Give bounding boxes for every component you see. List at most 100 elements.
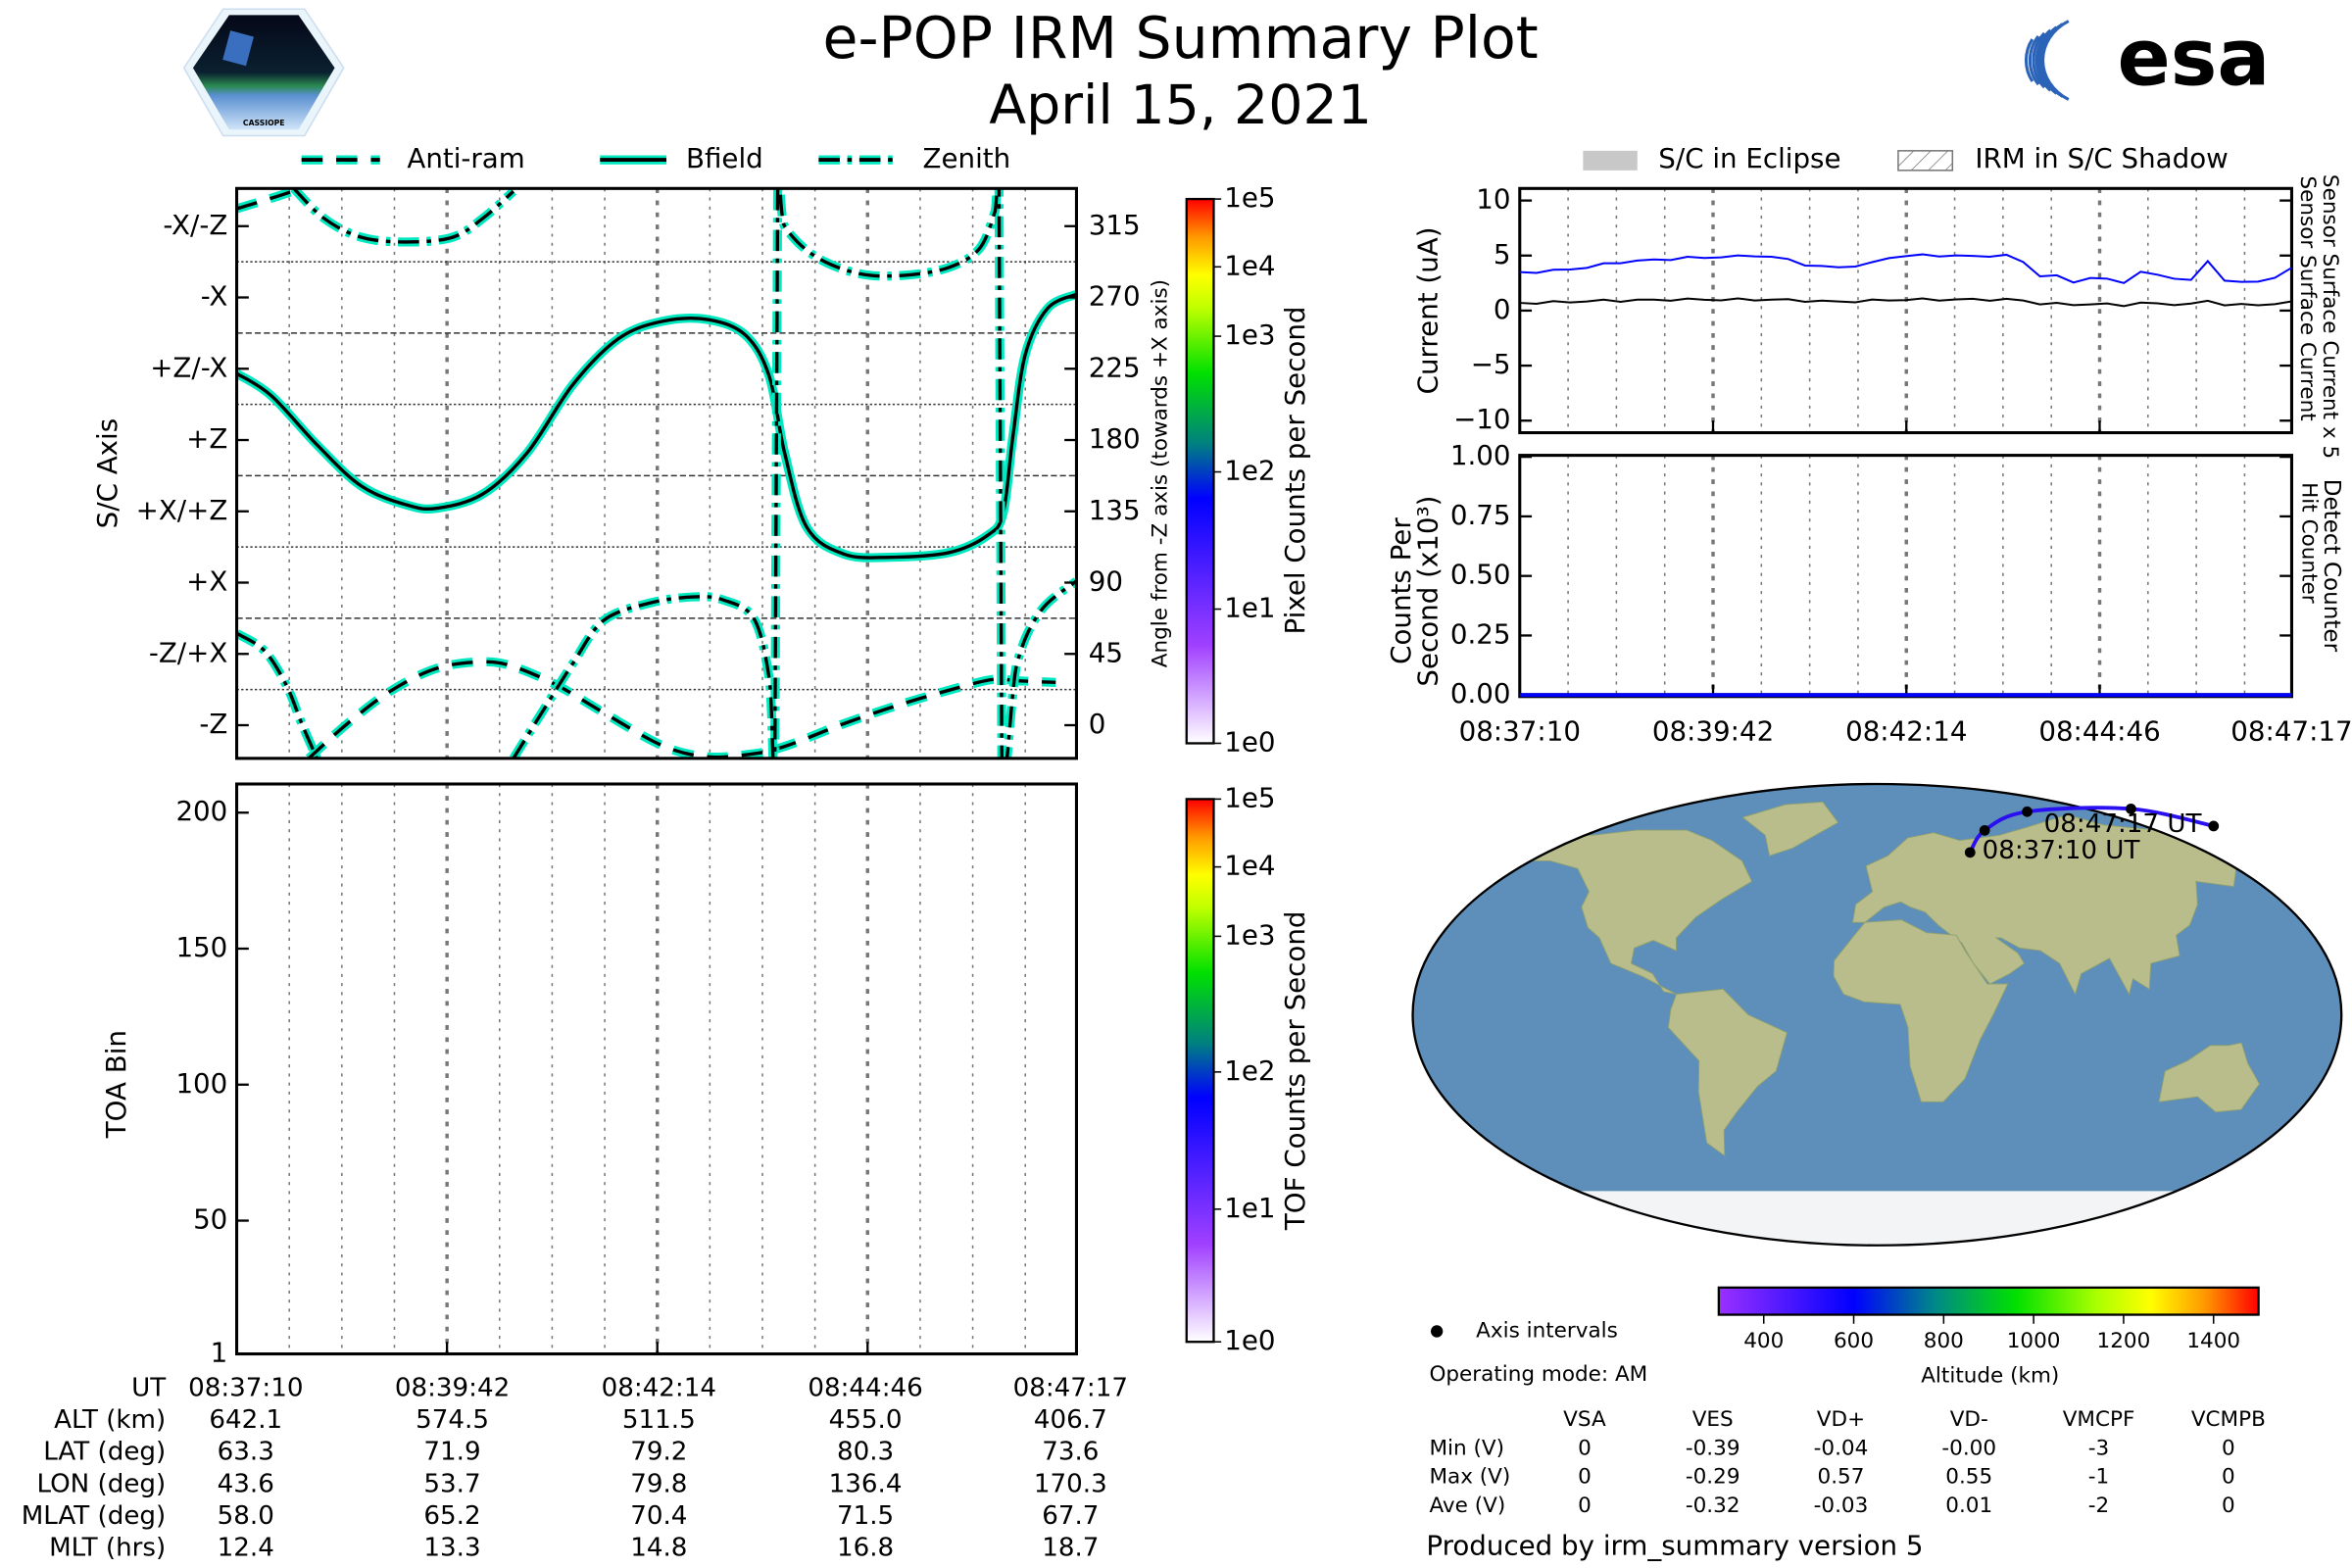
orbit-info-table: UT 08:37:10 08:39:42 08:42:14 08:44:46 08:47:… — [22, 1373, 1128, 1562]
table-cell: 0.55 — [1945, 1465, 1992, 1490]
y2-tick-label: 225 — [1089, 351, 1141, 383]
right-label-blue: Detect Counter — [2319, 479, 2344, 653]
colorbar-tick-label: 1200 — [2097, 1329, 2151, 1353]
logo-text: CASSIOPE — [243, 119, 285, 127]
axis-interval-marker — [2022, 806, 2033, 817]
series-anti-ram — [236, 188, 303, 211]
colorbar-tick-label: 600 — [1834, 1329, 1874, 1353]
table-cell: 08:47:17 — [1013, 1373, 1128, 1402]
row-label: MLAT (deg) — [22, 1501, 167, 1531]
y2-tick-label: 135 — [1089, 494, 1141, 526]
table-cell: 43.6 — [218, 1469, 274, 1498]
table-cell: 0 — [1578, 1436, 1592, 1460]
map-border — [1411, 782, 2343, 1247]
table-cell: 0 — [2222, 1494, 2235, 1518]
page-date: April 15, 2021 — [989, 74, 1372, 137]
column-header: VCMPB — [2191, 1407, 2266, 1432]
y-tick-label: +Z — [186, 422, 227, 455]
table-cell: 406.7 — [1034, 1405, 1107, 1435]
table-row: UT 08:37:10 08:39:42 08:42:14 08:44:46 08:47:… — [131, 1373, 1128, 1402]
axis-interval-marker — [1964, 847, 1976, 858]
table-cell: 71.5 — [837, 1501, 894, 1531]
colorbar-tick-label: 1e4 — [1224, 850, 1275, 882]
y-tick-label: 5 — [1494, 238, 1511, 270]
column-header: VD- — [1950, 1407, 1988, 1432]
table-cell: -0.03 — [1814, 1494, 1869, 1518]
table-cell: 08:39:42 — [395, 1373, 510, 1402]
table-cell: 0.01 — [1945, 1494, 1992, 1518]
y-axis-label: S/C Axis — [91, 418, 123, 528]
table-row: LAT (deg) 63.3 71.9 79.2 80.3 73.6 — [43, 1438, 1099, 1467]
x-tick-label: 08:39:42 — [1652, 715, 1774, 748]
footer-text: Produced by irm_summary version 5 — [1426, 1529, 1923, 1561]
colorbar-tick-label: 400 — [1743, 1329, 1784, 1353]
series-anti-ram — [307, 660, 1056, 759]
y-tick-label: -Z/+X — [149, 636, 227, 668]
y-tick-label: 50 — [193, 1203, 227, 1236]
table-cell: 79.2 — [630, 1438, 687, 1467]
table-cell: -2 — [2088, 1494, 2109, 1518]
legend-label: Zenith — [923, 142, 1011, 174]
colorbar-gradient — [1717, 1286, 2260, 1316]
legend-label-shadow: IRM in S/C Shadow — [1975, 142, 2228, 174]
y-tick-label: 0 — [1494, 293, 1511, 325]
y2-tick-label: 0 — [1089, 708, 1106, 740]
continent-south-america — [1667, 988, 1788, 1157]
series-zenith-outline — [290, 188, 516, 247]
table-row: LON (deg) 43.6 53.7 79.8 136.4 170.3 — [36, 1469, 1106, 1498]
colorbar-tof: 1e5 1e4 1e3 1e2 1e1 1e0 TOF Counts per Second — [1185, 781, 1311, 1356]
table-cell: 170.3 — [1034, 1469, 1107, 1498]
esa-swoosh-icon — [2028, 34, 2040, 86]
table-cell: 08:42:14 — [602, 1373, 716, 1402]
y-tick-label: 100 — [175, 1067, 227, 1100]
column-header: VES — [1692, 1407, 1734, 1432]
series-zenith-outline — [236, 629, 321, 759]
colorbar-tick-label: 1e0 — [1224, 725, 1275, 758]
table-cell: 53.7 — [423, 1469, 480, 1498]
table-row: MLT (hrs) 12.4 13.3 14.8 16.8 18.7 — [49, 1534, 1099, 1563]
table-row: Min (V) 0 -0.39 -0.04 -0.00 -3 0 — [1429, 1436, 2234, 1460]
operating-mode: Operating mode: AM — [1429, 1362, 1647, 1387]
y-tick-label: +X/+Z — [136, 494, 228, 526]
y-tick-label: −5 — [1471, 348, 1511, 380]
row-label: LAT (deg) — [43, 1438, 166, 1467]
continent-north-america — [1516, 829, 1753, 995]
colorbar-tick-label: 1e5 — [1224, 181, 1275, 214]
series-zenith — [512, 188, 1077, 759]
ground-track-line — [1968, 806, 2215, 854]
colorbar-tick-label: 800 — [1924, 1329, 1964, 1353]
y-tick-label: −10 — [1453, 403, 1510, 435]
y-axis-label: Current (uA) — [1411, 226, 1444, 394]
table-row: MLAT (deg) 58.0 65.2 70.4 71.5 67.7 — [22, 1501, 1100, 1531]
y-tick-label: 0.75 — [1450, 499, 1511, 531]
y-tick-label: -X/-Z — [163, 209, 227, 241]
row-label: Min (V) — [1429, 1436, 1504, 1460]
y2-axis-label: Angle from -Z axis (towards +X axis) — [1149, 279, 1173, 667]
colorbar-tick-label: 1400 — [2186, 1329, 2240, 1353]
y-tick-label: +Z/-X — [150, 351, 227, 383]
legend-item-zenith: Zenith — [818, 142, 1010, 174]
colorbar-tick-label: 1e3 — [1224, 918, 1275, 951]
table-cell: 455.0 — [829, 1405, 903, 1435]
colorbar-tick-label: 1000 — [2007, 1329, 2061, 1353]
y-tick-label: 200 — [175, 795, 227, 827]
table-cell: 08:44:46 — [808, 1373, 922, 1402]
colorbar-tick-label: 1e2 — [1224, 455, 1275, 487]
column-header: VMCPF — [2063, 1407, 2135, 1432]
x-tick-label: 08:37:10 — [1459, 715, 1581, 748]
table-row: Ave (V) 0 -0.32 -0.03 0.01 -2 0 — [1429, 1494, 2234, 1518]
esa-swoosh-icon — [2024, 38, 2034, 82]
table-cell: 136.4 — [829, 1469, 903, 1498]
y2-tick-label: 315 — [1089, 209, 1141, 241]
series-sensor-surface-current-x5 — [1519, 253, 2292, 284]
esa-logo-text: esa — [2118, 13, 2271, 104]
y-tick-label: 0.50 — [1450, 559, 1511, 591]
row-label: UT — [131, 1373, 167, 1402]
axis-intervals-legend-marker — [1431, 1325, 1444, 1338]
x-tick-label: 08:44:46 — [2038, 715, 2160, 748]
cassiope-logo: CASSIOPE — [182, 8, 345, 137]
row-label: ALT (km) — [54, 1405, 166, 1435]
y2-tick-label: 45 — [1089, 636, 1123, 668]
colorbar-gradient — [1185, 197, 1215, 745]
